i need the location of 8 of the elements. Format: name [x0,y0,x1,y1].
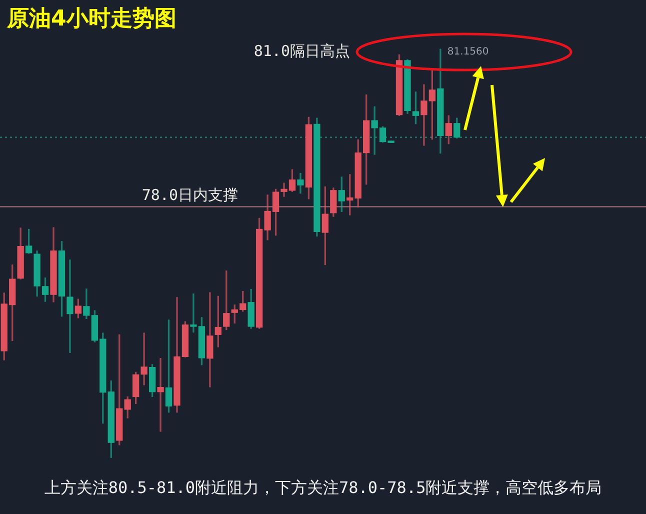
annotation: 81.1560 [447,46,489,58]
text: 上方关注80.5-81.0附近阻力，下方关注78.0-78.5附近支撑，高空低多布局 [44,478,602,498]
candlestick [140,332,148,386]
chart-title: 原油4小时走势图 [6,6,176,32]
annotation: 81.0隔日高点 [254,42,350,60]
candlestick [157,358,164,432]
ref-line-label: 78.0日内支撑 [142,186,238,204]
candlestick [66,260,74,353]
